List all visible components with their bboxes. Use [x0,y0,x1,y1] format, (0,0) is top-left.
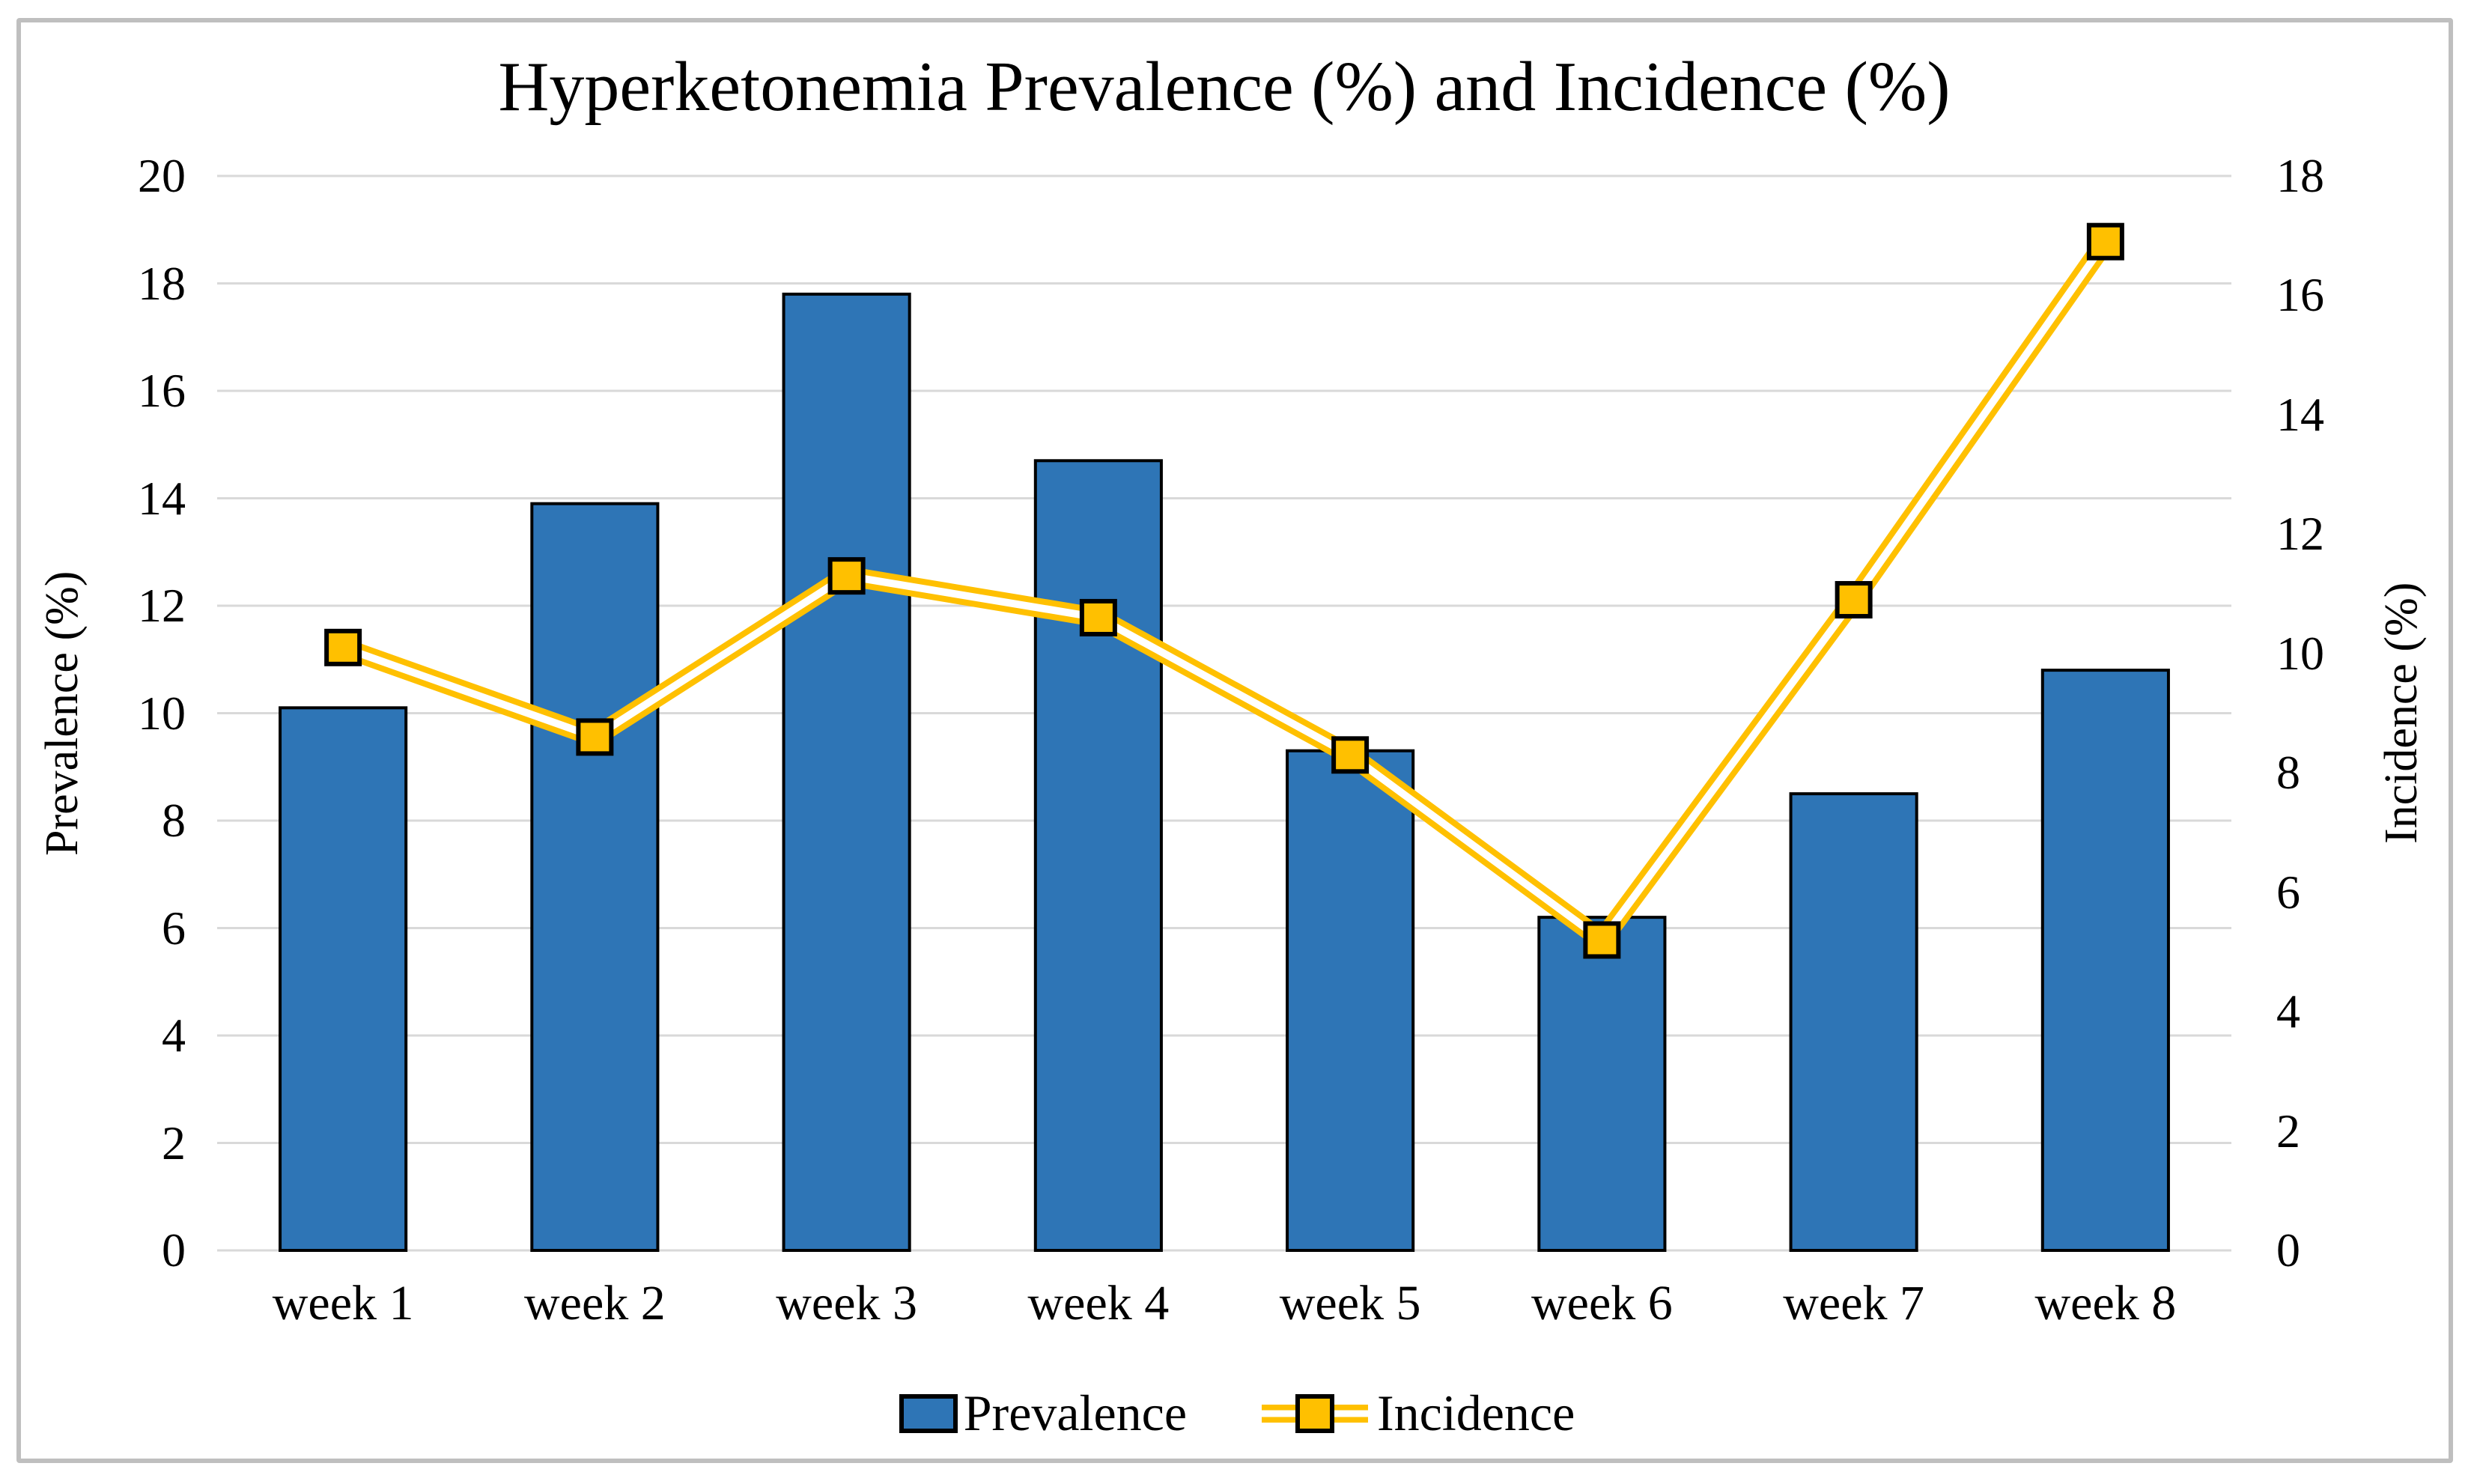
x-label-week-8: week 8 [2034,1276,2177,1331]
bar-week 8 [2040,669,2170,1252]
right-axis-tick-12: 12 [2276,507,2324,561]
left-axis-tick-10: 10 [138,686,186,740]
left-axis-tick-18: 18 [138,256,186,310]
left-axis-tick-14: 14 [138,471,186,525]
right-axis-tick-6: 6 [2276,865,2300,919]
incidence-line-swatch-icon [1262,1393,1368,1433]
marker-week 2 [576,718,614,756]
incidence-line-core [341,239,2109,944]
bar-week 7 [1789,792,1918,1252]
right-axis-tick-16: 16 [2276,268,2324,322]
left-axis-tick-0: 0 [162,1223,186,1277]
x-label-week-5: week 5 [1279,1276,1421,1331]
bar-week 6 [1537,916,1667,1253]
marker-week 8 [2086,222,2124,261]
right-axis-tick-2: 2 [2276,1104,2300,1158]
marker-week 3 [827,557,866,595]
bar-week 1 [279,706,408,1252]
x-label-week-7: week 7 [1783,1276,1924,1331]
left-axis-tick-16: 16 [138,364,186,417]
legend-label-prevalence: Prevalence [963,1384,1187,1441]
chart-title: Hyperketonemia Prevalence (%) and Incide… [498,48,1951,126]
bar-week 4 [1033,459,1163,1252]
right-axis-tick-14: 14 [2276,387,2324,441]
marker-week 5 [1331,736,1370,774]
bar-week 2 [530,502,660,1252]
left-axis-tick-2: 2 [162,1116,186,1170]
right-axis-tick-0: 0 [2276,1223,2300,1277]
marker-week 4 [1079,598,1117,636]
legend: Prevalence Incidence [0,1384,2474,1443]
x-label-week-4: week 4 [1027,1276,1170,1331]
marker-week 6 [1583,921,1621,959]
right-axis-tick-8: 8 [2276,746,2300,800]
legend-item-incidence: Incidence [1259,1384,1575,1443]
left-axis-title: Prevalence (%) [37,571,88,856]
marker-week 1 [324,628,362,666]
legend-item-prevalence: Prevalence [899,1384,1187,1443]
left-axis-tick-6: 6 [162,901,186,955]
marker-week 7 [1835,581,1873,619]
prevalence-bar-swatch-icon [899,1393,958,1433]
bar-week 3 [782,292,911,1253]
right-axis-tick-10: 10 [2276,626,2324,680]
left-axis-tick-12: 12 [138,579,186,632]
left-axis-tick-20: 20 [138,149,186,202]
bar-week 5 [1286,749,1415,1252]
right-axis-title: Incidence (%) [2376,582,2427,845]
legend-label-incidence: Incidence [1377,1384,1575,1441]
x-label-week-1: week 1 [272,1276,414,1331]
x-label-week-2: week 2 [523,1276,666,1331]
right-axis-tick-4: 4 [2276,985,2300,1039]
right-axis-tick-18: 18 [2276,149,2324,202]
x-label-week-6: week 6 [1531,1276,1673,1331]
left-axis-tick-4: 4 [162,1009,186,1062]
left-axis-tick-8: 8 [162,794,186,847]
x-label-week-3: week 3 [776,1276,917,1331]
